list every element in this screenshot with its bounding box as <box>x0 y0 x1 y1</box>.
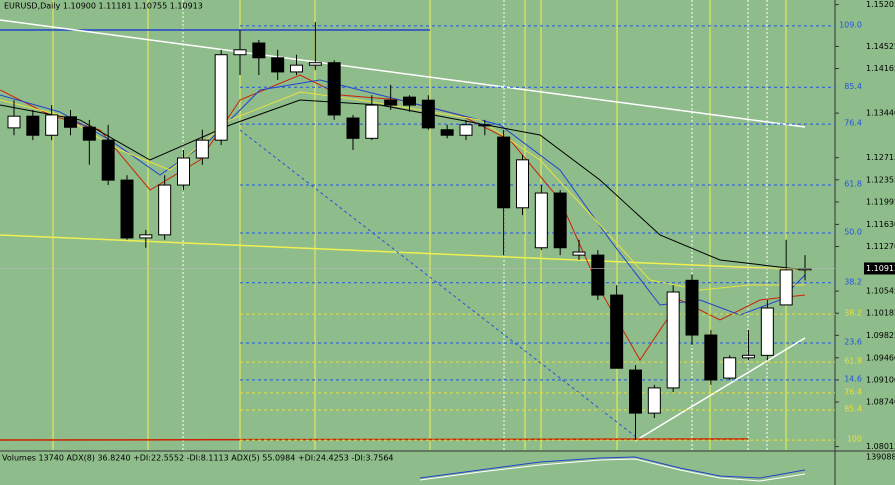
y-tick-label: 1.10185 <box>866 309 895 318</box>
trend-line <box>0 234 811 271</box>
candle-body <box>139 234 153 239</box>
candle-body <box>723 357 737 379</box>
candle-body <box>798 268 812 271</box>
channel-line <box>239 129 641 441</box>
y-tick-label: 1.11270 <box>866 242 895 251</box>
candle-body <box>384 99 398 106</box>
trend-line <box>634 337 806 442</box>
fib-label: 109.0 <box>839 20 862 29</box>
fib-label: 14.6 <box>844 374 862 383</box>
candle-body <box>290 64 303 73</box>
candle-body <box>7 115 21 129</box>
candle-body <box>478 124 492 127</box>
candle-body <box>214 54 228 141</box>
candle-body <box>327 62 341 116</box>
candle-body <box>553 192 567 249</box>
fib-label: 85.4 <box>844 82 862 91</box>
y-tick-label: 1.15205 <box>866 0 895 9</box>
fib-label: 76.4 <box>844 119 862 128</box>
candle-body <box>440 129 454 136</box>
fib-label: 61.8 <box>844 357 862 366</box>
candle-body <box>233 49 247 56</box>
y-tick-label: 1.14525 <box>866 42 895 51</box>
fib-label: 100 <box>847 435 862 444</box>
candle-body <box>497 136 511 209</box>
candle-body <box>534 192 548 249</box>
candle-body <box>760 307 774 356</box>
candle-body <box>704 334 718 381</box>
candle-body <box>120 179 134 239</box>
candle-body <box>779 269 793 306</box>
candle-body <box>252 42 266 59</box>
candle-body <box>271 57 285 73</box>
moving-average <box>0 438 749 441</box>
candle-body <box>403 96 416 106</box>
fib-label: 38.2 <box>844 309 862 318</box>
moving-average <box>0 79 806 316</box>
moving-average <box>0 91 805 291</box>
y-tick-label: 1.09825 <box>866 331 895 340</box>
trend-line <box>0 19 806 128</box>
candle-body <box>572 251 586 256</box>
candle-body <box>177 157 190 186</box>
candle-body <box>26 115 40 136</box>
y-tick-label: 1.08015 <box>866 442 895 451</box>
candle-body <box>666 291 680 389</box>
y-tick-label: 1.11630 <box>866 220 895 229</box>
candle-body <box>685 279 699 336</box>
candle-body <box>629 369 642 414</box>
fib-label: 50.0 <box>844 227 862 236</box>
candle-body <box>308 62 322 66</box>
fib-label: 61.8 <box>844 180 862 189</box>
fib-label: 76.4 <box>844 387 862 396</box>
fib-label: 85.4 <box>844 405 862 414</box>
y-tick-label: 1.09460 <box>866 353 895 362</box>
indicator-text: Volumes 13740 ADX(8) 36.8240 +DI:22.5552… <box>2 454 394 463</box>
volume-axis-label: 139088 <box>866 453 895 462</box>
y-tick-label: 1.12355 <box>866 175 895 184</box>
candle-body <box>346 117 360 139</box>
y-tick-label: 1.14165 <box>866 64 895 73</box>
candle-body <box>365 104 379 139</box>
fib-label: 23.6 <box>844 338 862 347</box>
moving-average <box>0 99 806 271</box>
candle-body <box>610 294 624 369</box>
chart-title: EURUSD,Daily 1.10900 1.11181 1.10755 1.1… <box>4 2 203 11</box>
y-tick-label: 1.08740 <box>866 398 895 407</box>
indicator-line <box>419 458 806 482</box>
candle-body <box>82 126 96 141</box>
indicator-line <box>419 456 806 479</box>
candle-body <box>516 159 529 209</box>
last-price-marker <box>864 262 895 275</box>
candle-body <box>64 116 77 128</box>
candle-body <box>195 139 209 159</box>
candle-body <box>421 99 435 129</box>
candle-body <box>459 124 473 136</box>
y-tick-label: 1.11995 <box>866 197 895 206</box>
candle-body <box>101 139 115 181</box>
y-tick-label: 1.09100 <box>866 375 895 384</box>
candle-body <box>45 114 59 136</box>
candle-body <box>158 184 172 236</box>
candle-body <box>742 354 755 359</box>
y-tick-label: 1.10545 <box>866 287 895 296</box>
candle-body <box>591 254 605 296</box>
y-tick-label: 1.12715 <box>866 153 895 162</box>
y-tick-label: 1.13440 <box>866 109 895 118</box>
last-price-label: 1.10913 <box>866 264 895 273</box>
fib-label: 38.2 <box>844 277 862 286</box>
candle-body <box>647 387 661 414</box>
